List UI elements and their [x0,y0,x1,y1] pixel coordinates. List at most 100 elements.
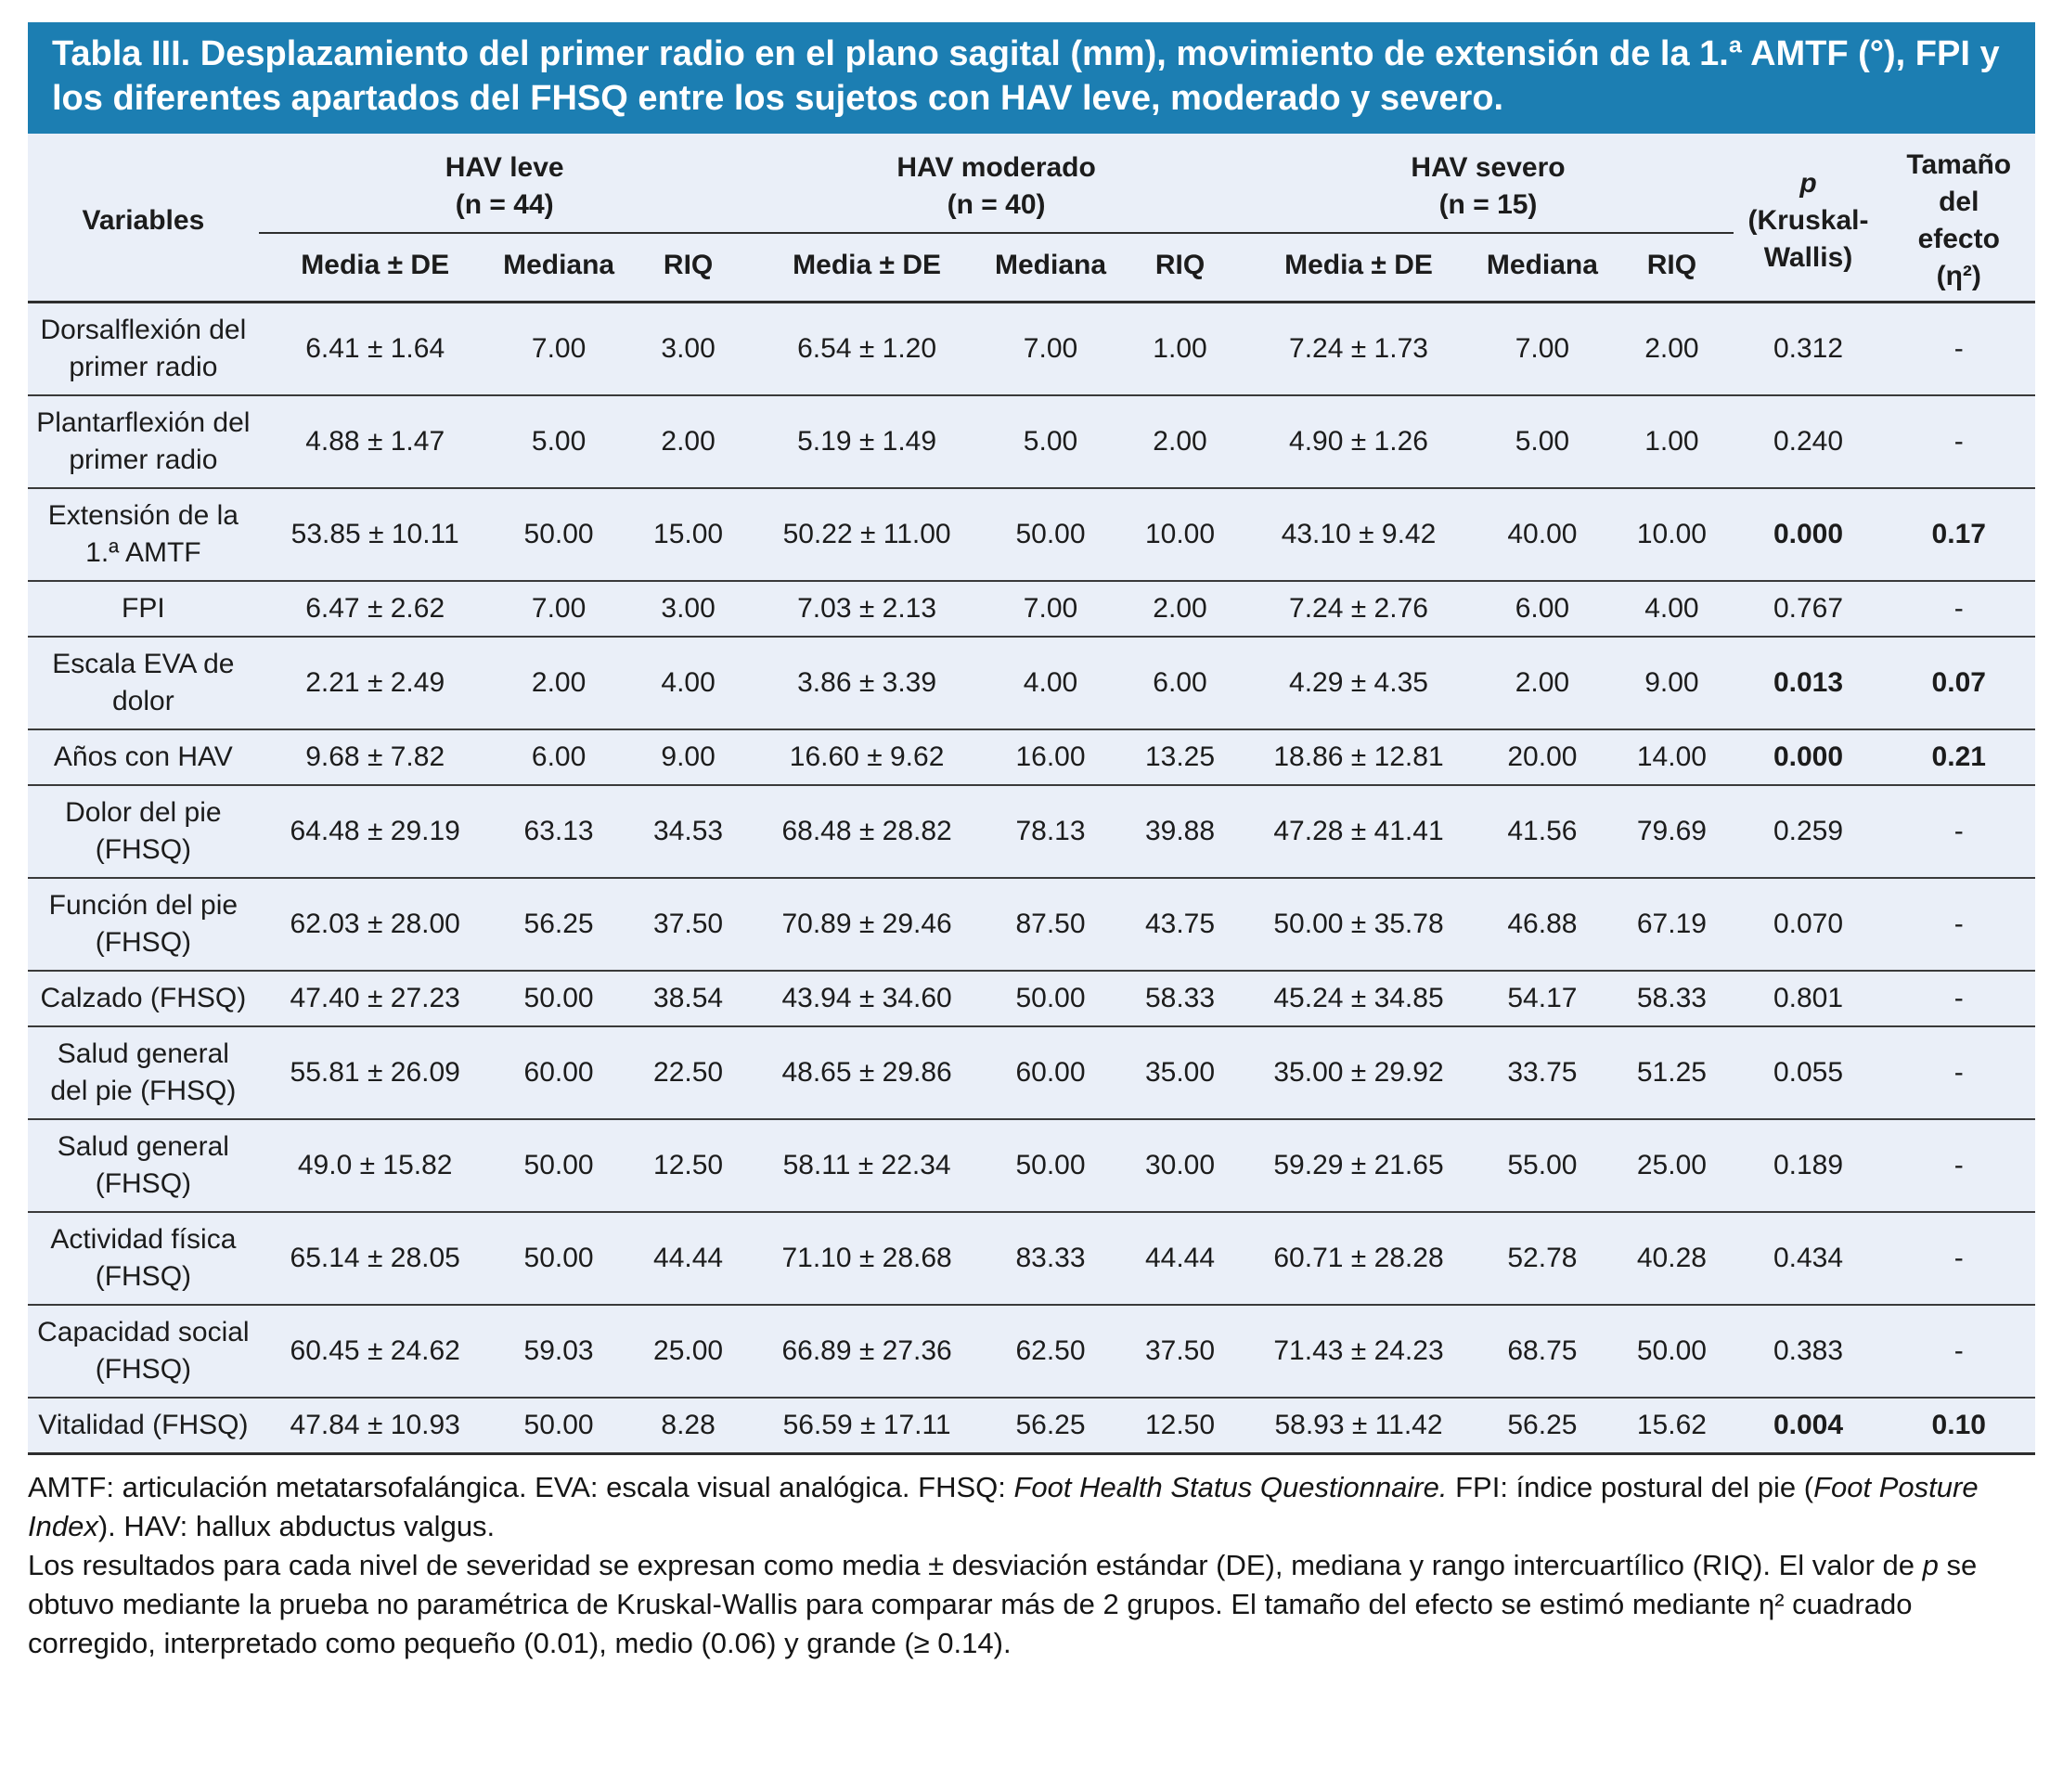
subcolumn-header-row: Media ± DE Mediana RIQ Media ± DE Median… [28,232,2035,303]
value-cell: 79.69 [1609,784,1734,879]
group-header-row: Variables HAV leve (n = 44) HAV moderado… [28,133,2035,303]
table-row: Actividad física (FHSQ) 65.14 ± 28.05 50.0… [28,1211,2035,1306]
row-label: Salud general del pie (FHSQ) [28,1025,259,1120]
p-value-cell: 0.013 [1734,636,1883,730]
value-cell: 10.00 [1609,487,1734,582]
value-cell: 20.00 [1475,728,1610,786]
row-label: FPI [28,580,259,638]
row-label: Extensión de la 1.ª AMTF [28,487,259,582]
subheader-media-de: Media ± DE [258,232,492,303]
value-cell: 58.33 [1609,970,1734,1027]
value-cell: 50.00 [491,970,626,1027]
value-cell: 7.00 [983,302,1118,396]
p-symbol: p [1799,167,1817,199]
value-cell: 2.00 [1117,394,1243,489]
p-value-cell: 0.259 [1734,784,1883,879]
value-cell: 4.90 ± 1.26 [1242,394,1476,489]
table-row: Extensión de la 1.ª AMTF 53.85 ± 10.11 50.… [28,487,2035,582]
value-cell: 3.00 [625,580,751,638]
row-label: Calzado (FHSQ) [28,970,259,1027]
value-cell: 87.50 [983,877,1118,972]
value-cell: 56.59 ± 17.11 [750,1397,984,1455]
value-cell: 35.00 ± 29.92 [1242,1025,1476,1120]
value-cell: 46.88 [1475,877,1610,972]
effect-size-cell: 0.17 [1882,487,2035,582]
value-cell: 50.22 ± 11.00 [750,487,984,582]
value-cell: 37.50 [625,877,751,972]
value-cell: 25.00 [1609,1118,1734,1213]
value-cell: 67.19 [1609,877,1734,972]
value-cell: 43.75 [1117,877,1243,972]
footnote-text: cuadrado corregido, interpretado como pe… [28,1587,1913,1659]
table-header: Variables HAV leve (n = 44) HAV moderado… [28,133,2035,303]
footnote-text: ). HAV: hallux abductus valgus. [97,1509,496,1542]
value-cell: 5.00 [491,394,626,489]
value-cell: 2.00 [491,636,626,730]
p-test-name: (Kruskal-Wallis) [1747,204,1869,273]
value-cell: 41.56 [1475,784,1610,879]
subheader-mediana: Mediana [1475,232,1610,303]
group-sample-size: (n = 15) [1438,188,1538,220]
value-cell: 62.50 [983,1304,1118,1399]
value-cell: 9.00 [625,728,751,786]
value-cell: 7.03 ± 2.13 [750,580,984,638]
value-cell: 50.00 [491,1211,626,1306]
subheader-mediana: Mediana [983,232,1118,303]
row-label: Vitalidad (FHSQ) [28,1397,259,1455]
effect-size-cell: - [1882,394,2035,489]
row-label: Actividad física (FHSQ) [28,1211,259,1306]
value-cell: 60.00 [983,1025,1118,1120]
value-cell: 56.25 [1475,1397,1610,1455]
table-row: Función del pie (FHSQ) 62.03 ± 28.00 56.25… [28,877,2035,972]
value-cell: 53.85 ± 10.11 [258,487,492,582]
value-cell: 37.50 [1117,1304,1243,1399]
footnote-italic-text: p [1922,1548,1939,1581]
value-cell: 16.60 ± 9.62 [750,728,984,786]
p-value-cell: 0.801 [1734,970,1883,1027]
footnote-text: AMTF: articulación metatarsofalángica. E… [28,1470,1014,1503]
value-cell: 4.88 ± 1.47 [258,394,492,489]
table-row: Dorsalflexión del primer radio 6.41 ± 1.6… [28,302,2035,396]
value-cell: 2.21 ± 2.49 [258,636,492,730]
table-row: Dolor del pie (FHSQ) 64.48 ± 29.19 63.13 34… [28,784,2035,879]
group-header-hav-leve: HAV leve (n = 44) [258,133,751,234]
value-cell: 6.00 [1475,580,1610,638]
value-cell: 70.89 ± 29.46 [750,877,984,972]
row-label: Años con HAV [28,728,259,786]
value-cell: 40.28 [1609,1211,1734,1306]
value-cell: 2.00 [1475,636,1610,730]
value-cell: 44.44 [625,1211,751,1306]
footnote-text: η² [1758,1587,1785,1620]
value-cell: 7.24 ± 2.76 [1242,580,1476,638]
table-body: Dorsalflexión del primer radio 6.41 ± 1.6… [28,302,2035,1455]
table-row: Años con HAV 9.68 ± 7.82 6.00 9.00 16.60 ± 9… [28,728,2035,786]
value-cell: 43.94 ± 34.60 [750,970,984,1027]
value-cell: 50.00 [983,970,1118,1027]
value-cell: 43.10 ± 9.42 [1242,487,1476,582]
table-title: Tabla III. Desplazamiento del primer rad… [52,34,2000,118]
p-value-cell: 0.000 [1734,728,1883,786]
value-cell: 5.19 ± 1.49 [750,394,984,489]
value-cell: 68.48 ± 28.82 [750,784,984,879]
p-value-cell: 0.434 [1734,1211,1883,1306]
effect-size-cell: 0.21 [1882,728,2035,786]
value-cell: 68.75 [1475,1304,1610,1399]
effect-size-cell: - [1882,580,2035,638]
value-cell: 44.44 [1117,1211,1243,1306]
subheader-riq: RIQ [1117,232,1243,303]
results-table: Variables HAV leve (n = 44) HAV moderado… [28,133,2035,1455]
effect-size-cell: - [1882,970,2035,1027]
value-cell: 49.0 ± 15.82 [258,1118,492,1213]
value-cell: 2.00 [1609,302,1734,396]
table-row: Escala EVA de dolor 2.21 ± 2.49 2.00 4.00 3.… [28,636,2035,730]
p-value-cell: 0.383 [1734,1304,1883,1399]
value-cell: 2.00 [1117,580,1243,638]
value-cell: 59.03 [491,1304,626,1399]
p-value-cell: 0.000 [1734,487,1883,582]
value-cell: 7.24 ± 1.73 [1242,302,1476,396]
value-cell: 6.47 ± 2.62 [258,580,492,638]
value-cell: 4.00 [1609,580,1734,638]
footnote-abbreviations: AMTF: articulación metatarsofalángica. E… [28,1468,2035,1546]
p-value-cell: 0.189 [1734,1118,1883,1213]
value-cell: 45.24 ± 34.85 [1242,970,1476,1027]
